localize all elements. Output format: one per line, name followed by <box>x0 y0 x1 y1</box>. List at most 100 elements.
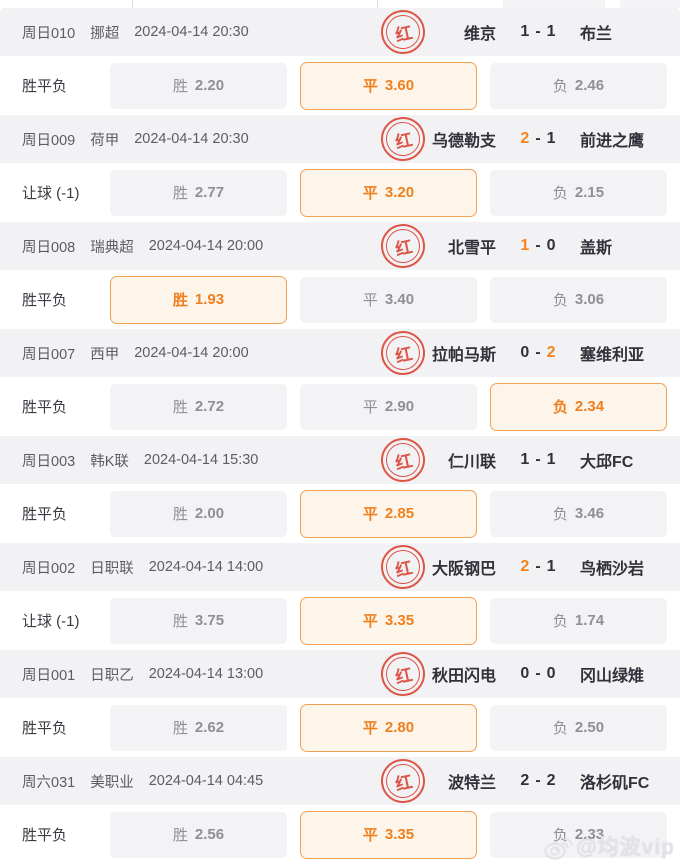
odds-value: 3.35 <box>384 612 415 629</box>
match-row: 周日001 日职乙 2024-04-14 13:00 红 秋田闪电 0 - 0 <box>0 649 680 757</box>
odds-button[interactable]: 胜 2.20 <box>110 62 287 109</box>
league-name: 日职乙 <box>90 667 134 684</box>
home-score: 0 <box>520 665 530 682</box>
away-score: 2 <box>546 344 556 361</box>
odds-row: 让球 (-1) 胜 3.75 平 3.35 负 1.74 <box>0 591 680 650</box>
odds-value: 2.77 <box>194 184 225 201</box>
league-name: 荷甲 <box>90 132 120 149</box>
odds-button[interactable]: 负 1.74 <box>490 597 667 644</box>
odds-button[interactable]: 平 2.80 <box>300 703 477 752</box>
away-score: 2 <box>546 772 556 789</box>
bet-type-label: 让球 (-1) <box>22 185 80 202</box>
odds-row: 胜平负 胜 2.56 平 3.35 负 2.33 <box>0 805 680 864</box>
home-score: 1 <box>520 451 530 468</box>
away-team-name: 鸟栖沙岩 <box>580 561 645 578</box>
odds-label: 负 <box>552 292 568 309</box>
stamp-inner-ring: 红 <box>383 226 423 266</box>
away-team-name: 盖斯 <box>580 240 613 257</box>
match-row: 周六031 美职业 2024-04-14 04:45 红 波特兰 2 - 2 洛 <box>0 756 680 864</box>
stamp-label: 红 <box>393 450 414 474</box>
odds-button[interactable]: 胜 2.56 <box>110 811 287 858</box>
away-score: 1 <box>546 130 556 147</box>
odds-button[interactable]: 负 3.46 <box>490 490 667 537</box>
odds-button[interactable]: 平 3.35 <box>300 596 477 645</box>
away-score: 1 <box>546 23 556 40</box>
stamp-label: 红 <box>393 557 414 581</box>
odds-value: 2.62 <box>194 719 225 736</box>
odds-button[interactable]: 胜 2.72 <box>110 383 287 430</box>
away-team-name: 大邱FC <box>580 454 634 471</box>
score-separator: - <box>535 237 541 254</box>
odds-value: 3.60 <box>384 77 415 94</box>
away-team-name: 塞维利亚 <box>580 347 645 364</box>
odds-value: 2.56 <box>194 826 225 843</box>
bet-type-label: 胜平负 <box>22 720 68 737</box>
teams-result: 仁川联 1 - 1 大邱FC <box>420 436 656 484</box>
odds-value: 2.00 <box>194 505 225 522</box>
home-score: 2 <box>520 130 530 147</box>
odds-label: 胜 <box>172 399 188 416</box>
odds-button[interactable]: 平 3.20 <box>300 168 477 217</box>
match-row: 周日010 挪超 2024-04-14 20:30 红 维京 1 - 1 布兰 <box>0 7 680 115</box>
match-datetime: 2024-04-14 04:45 <box>148 773 264 789</box>
match-header: 周六031 美职业 2024-04-14 04:45 红 波特兰 2 - 2 洛 <box>0 756 680 806</box>
odds-value: 2.33 <box>574 826 605 843</box>
home-team-name: 秋田闪电 <box>431 668 496 685</box>
odds-button[interactable]: 胜 2.77 <box>110 169 287 216</box>
odds-button[interactable]: 负 2.46 <box>490 62 667 109</box>
odds-label: 胜 <box>172 292 188 309</box>
odds-button[interactable]: 平 3.60 <box>300 61 477 110</box>
match-row: 周日002 日职联 2024-04-14 14:00 红 大阪钢巴 2 - 1 <box>0 542 680 650</box>
stamp-inner-ring: 红 <box>383 440 423 480</box>
odds-button[interactable]: 胜 3.75 <box>110 597 287 644</box>
odds-value: 3.35 <box>384 826 415 843</box>
odds-value: 2.85 <box>384 505 415 522</box>
odds-value: 1.74 <box>574 612 605 629</box>
stamp-inner-ring: 红 <box>383 654 423 694</box>
score-separator: - <box>535 665 541 682</box>
bet-type-label: 胜平负 <box>22 78 68 95</box>
odds-button[interactable]: 平 3.35 <box>300 810 477 859</box>
match-id: 周日010 <box>22 25 76 42</box>
odds-button[interactable]: 平 2.90 <box>300 383 477 430</box>
odds-button[interactable]: 负 3.06 <box>490 276 667 323</box>
match-row: 周日008 瑞典超 2024-04-14 20:00 红 北雪平 1 - 0 盖 <box>0 221 680 329</box>
league-name: 挪超 <box>90 25 120 42</box>
away-score: 0 <box>546 237 556 254</box>
score: 2 - 1 <box>496 130 580 148</box>
score: 1 - 1 <box>496 23 580 41</box>
odds-button[interactable]: 负 2.15 <box>490 169 667 216</box>
odds-button[interactable]: 负 2.34 <box>490 382 667 431</box>
odds-button[interactable]: 负 2.33 <box>490 811 667 858</box>
odds-label: 平 <box>362 506 378 523</box>
odds-button[interactable]: 平 2.85 <box>300 489 477 538</box>
match-header: 周日009 荷甲 2024-04-14 20:30 红 乌德勒支 2 - 1 前 <box>0 114 680 164</box>
match-id: 周日001 <box>22 667 76 684</box>
score-separator: - <box>535 23 541 40</box>
home-score: 2 <box>520 772 530 789</box>
match-row: 周日009 荷甲 2024-04-14 20:30 红 乌德勒支 2 - 1 前 <box>0 114 680 222</box>
previous-row-clipped-strip <box>0 0 680 8</box>
odds-row: 胜平负 胜 2.20 平 3.60 负 2.46 <box>0 56 680 115</box>
home-team-name: 维京 <box>463 26 496 43</box>
weibo-eye-icon <box>543 833 574 860</box>
odds-label: 平 <box>362 827 378 844</box>
odds-label: 胜 <box>172 78 188 95</box>
league-name: 美职业 <box>90 774 134 791</box>
teams-result: 拉帕马斯 0 - 2 塞维利亚 <box>420 329 656 377</box>
divider <box>503 0 605 8</box>
match-header: 周日003 韩K联 2024-04-14 15:30 红 仁川联 1 - 1 大 <box>0 435 680 485</box>
odds-label: 负 <box>552 399 568 416</box>
bet-type-label: 让球 (-1) <box>22 613 80 630</box>
odds-button[interactable]: 胜 2.00 <box>110 490 287 537</box>
match-id: 周日002 <box>22 560 76 577</box>
odds-button[interactable]: 平 3.40 <box>300 276 477 323</box>
away-team-name: 洛杉矶FC <box>580 775 650 792</box>
odds-button[interactable]: 负 2.50 <box>490 704 667 751</box>
odds-button[interactable]: 胜 1.93 <box>110 275 287 324</box>
score: 2 - 2 <box>496 772 580 790</box>
stamp-label: 红 <box>393 236 414 260</box>
odds-label: 胜 <box>172 613 188 630</box>
odds-button[interactable]: 胜 2.62 <box>110 704 287 751</box>
